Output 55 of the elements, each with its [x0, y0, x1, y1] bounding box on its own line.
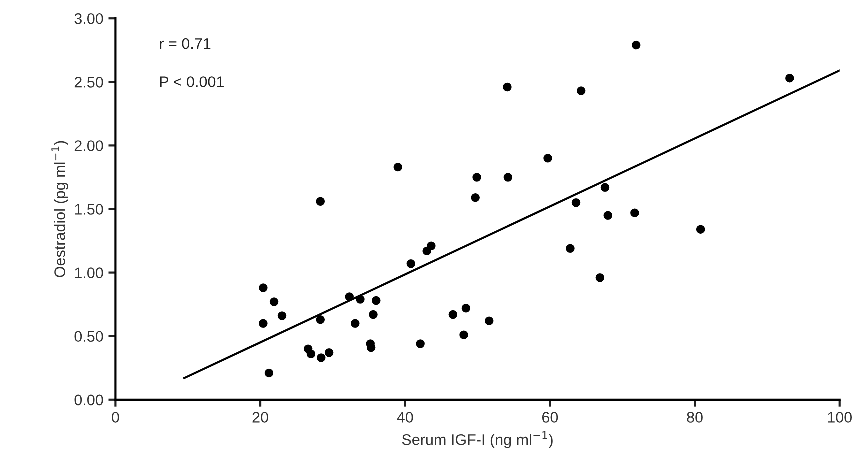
- y-axis-title: Oestradiol (pg ml$^{−1}$): [52, 141, 68, 278]
- x-tick-label: 100: [828, 412, 852, 423]
- point: [566, 244, 575, 254]
- point: [316, 197, 326, 206]
- x-tick-label: 60: [542, 412, 558, 423]
- x-tick-label: 0: [112, 412, 120, 423]
- point: [356, 295, 365, 304]
- point: [369, 310, 378, 320]
- point: [484, 316, 494, 326]
- point: [696, 225, 706, 234]
- y-tick-label: 0.50: [74, 331, 104, 342]
- annotation: P < 0.001: [160, 76, 224, 88]
- point: [316, 315, 326, 324]
- point: [259, 319, 268, 328]
- point: [416, 340, 425, 348]
- x-axis-title: Serum IGF-I (ng ml$^{−1}$): [402, 432, 553, 448]
- point: [462, 304, 471, 313]
- point: [351, 319, 360, 328]
- point: [504, 173, 513, 182]
- y-tick-label: 2.00: [74, 140, 104, 152]
- point: [572, 198, 581, 208]
- point: [630, 208, 640, 218]
- point: [259, 284, 268, 292]
- x-tick-label: 80: [687, 412, 703, 423]
- point: [600, 183, 610, 192]
- point: [604, 211, 612, 220]
- point: [406, 260, 416, 268]
- x-tick-label: 20: [252, 412, 268, 423]
- point: [472, 173, 482, 182]
- point: [544, 154, 552, 163]
- point: [576, 86, 586, 96]
- y-tick-label: 2.50: [74, 77, 104, 88]
- point: [596, 274, 605, 282]
- annotation: r = 0.71: [160, 38, 211, 50]
- point: [471, 193, 480, 202]
- point: [316, 354, 326, 362]
- point: [422, 246, 432, 256]
- point: [345, 292, 354, 302]
- y-tick-label: 3.00: [74, 13, 104, 24]
- point: [394, 162, 402, 172]
- point: [278, 312, 287, 320]
- point: [270, 298, 279, 306]
- point: [460, 330, 468, 340]
- point: [448, 310, 458, 320]
- y-tick-label: 0.00: [74, 394, 104, 406]
- point: [324, 348, 334, 358]
- point: [503, 82, 512, 92]
- point: [632, 40, 641, 50]
- point: [372, 296, 381, 306]
- point: [264, 368, 274, 378]
- y-tick-label: 1.50: [75, 204, 104, 215]
- point: [306, 350, 316, 359]
- x-tick-label: 40: [397, 412, 414, 423]
- y-tick-label: 1.00: [75, 268, 104, 278]
- point: [786, 74, 794, 83]
